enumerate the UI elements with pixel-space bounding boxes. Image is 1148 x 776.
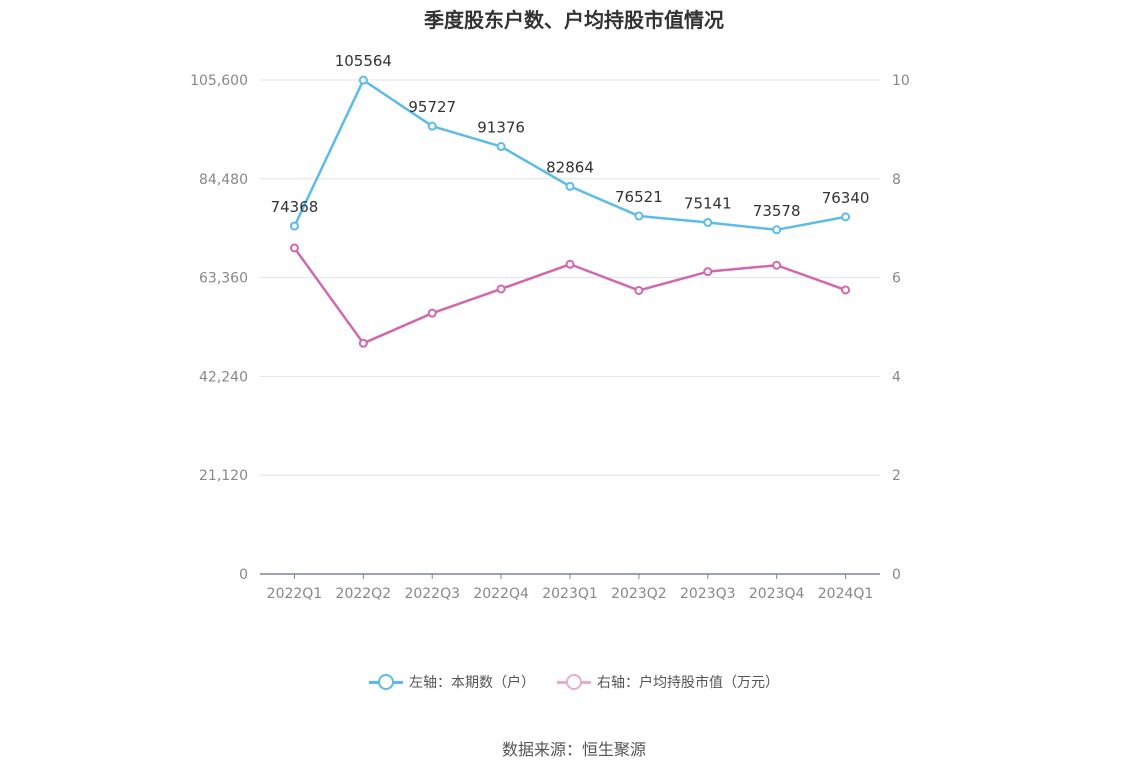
axes: 0 21,120 42,240 63,360 84,480 105,600 0 2 4 6 8 10 2… — [190, 73, 910, 602]
x-tick-label: 2023Q3 — [680, 586, 736, 602]
data-label: 76340 — [822, 189, 870, 207]
data-point — [289, 243, 299, 253]
data-point — [703, 217, 713, 227]
grid-lines — [260, 79, 880, 476]
right-tick-label: 10 — [892, 73, 910, 89]
legend-line-icon — [557, 674, 591, 690]
x-tick-label: 2022Q3 — [404, 586, 460, 602]
legend-item-left-axis[interactable]: 左轴：本期数（户） — [369, 672, 535, 692]
data-label: 95727 — [408, 98, 456, 116]
data-point — [772, 260, 782, 270]
data-point — [634, 285, 644, 295]
left-tick-label: 84,480 — [199, 172, 248, 188]
legend: 左轴：本期数（户） 右轴：户均持股市值（万元） — [0, 672, 1148, 692]
data-label: 73578 — [753, 202, 801, 220]
chart-title: 季度股东户数、户均持股市值情况 — [424, 8, 724, 32]
x-tick-label: 2023Q2 — [611, 586, 667, 602]
data-label: 75141 — [684, 194, 732, 212]
data-point — [841, 212, 851, 222]
right-tick-label: 6 — [892, 271, 901, 287]
x-tick-label: 2024Q1 — [818, 586, 874, 602]
data-label: 76521 — [615, 188, 663, 206]
data-point — [427, 308, 437, 318]
left-tick-label: 21,120 — [199, 468, 248, 484]
data-point — [358, 75, 368, 85]
right-tick-label: 0 — [892, 567, 901, 583]
data-label: 105564 — [335, 52, 392, 70]
data-point — [565, 259, 575, 269]
data-labels: 74368 105564 95727 91376 82864 76521 75141 7357… — [271, 52, 870, 220]
x-tick-label: 2022Q2 — [336, 586, 392, 602]
data-label: 91376 — [477, 119, 525, 137]
data-point — [772, 225, 782, 235]
legend-label: 右轴：户均持股市值（万元） — [597, 675, 779, 691]
data-point — [358, 338, 368, 348]
right-tick-label: 2 — [892, 468, 901, 484]
x-tick-label: 2023Q4 — [749, 586, 805, 602]
left-tick-label: 42,240 — [199, 369, 248, 385]
data-point — [496, 142, 506, 152]
x-tick-label: 2023Q1 — [542, 586, 598, 602]
data-point — [634, 211, 644, 221]
right-tick-label: 4 — [892, 369, 901, 385]
data-point — [427, 121, 437, 131]
x-tick-label: 2022Q4 — [473, 586, 529, 602]
data-label: 74368 — [271, 198, 319, 216]
data-point — [703, 267, 713, 277]
legend-label: 左轴：本期数（户） — [409, 675, 535, 691]
legend-line-icon — [369, 674, 403, 690]
data-source: 数据来源：恒生聚源 — [501, 740, 646, 759]
left-tick-label: 105,600 — [190, 73, 248, 89]
x-tick-label: 2022Q1 — [267, 586, 323, 602]
data-point — [289, 221, 299, 231]
data-point — [841, 285, 851, 295]
data-point — [496, 284, 506, 294]
legend-item-right-axis[interactable]: 右轴：户均持股市值（万元） — [557, 672, 779, 692]
series-lines — [289, 75, 851, 348]
data-point — [565, 181, 575, 191]
left-tick-label: 63,360 — [199, 271, 248, 287]
data-label: 82864 — [546, 158, 594, 176]
right-tick-label: 8 — [892, 172, 901, 188]
left-tick-label: 0 — [239, 567, 248, 583]
